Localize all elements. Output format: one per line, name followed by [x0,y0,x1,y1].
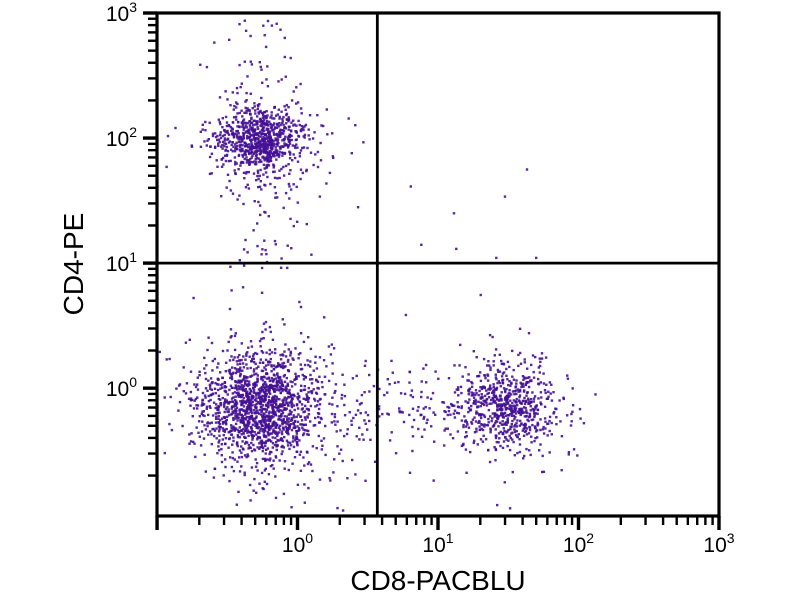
axis-ticks [143,11,721,530]
quadrant-gate-lines [157,13,719,516]
tick-labels: 100 101 102 103 100 101 102 103 [106,0,735,557]
y-axis-label: CD4-PE [58,213,89,316]
tick-label-10e2: 102 [106,124,137,151]
tick-label-10e0: 100 [282,530,313,557]
tick-label-10e3: 103 [106,0,137,26]
tick-label-10e1: 101 [106,249,137,276]
tick-label-10e0: 100 [106,374,137,401]
tick-label-10e3: 103 [703,530,734,557]
tick-label-10e1: 101 [422,530,453,557]
scatter-points [158,11,597,512]
tick-label-10e2: 102 [563,530,594,557]
x-axis-label: CD8-PACBLU [350,565,525,596]
